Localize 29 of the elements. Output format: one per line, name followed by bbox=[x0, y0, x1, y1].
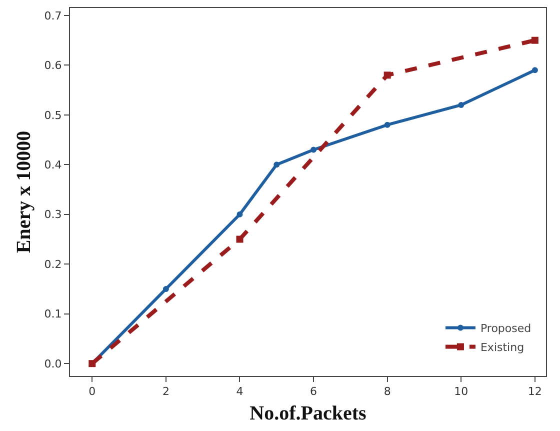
x-tick-label: 12 bbox=[528, 385, 542, 398]
legend-label: Existing bbox=[480, 341, 524, 354]
y-tick-label: 0.4 bbox=[44, 158, 62, 172]
y-axis-title: Enery x 10000 bbox=[12, 130, 35, 254]
y-tick-label: 0.1 bbox=[44, 308, 62, 321]
point bbox=[531, 36, 538, 44]
y-tick-label: 0.5 bbox=[44, 108, 62, 122]
point bbox=[532, 67, 538, 74]
point bbox=[310, 146, 317, 153]
y-tick-label: 0.3 bbox=[44, 208, 62, 222]
legend-label: Proposed bbox=[480, 322, 532, 336]
x-tick-label: 6 bbox=[310, 385, 318, 398]
x-tick-label: 4 bbox=[236, 385, 244, 398]
point bbox=[384, 122, 390, 128]
point bbox=[162, 286, 169, 292]
x-tick-label: 0 bbox=[88, 385, 96, 398]
x-tick-label: 10 bbox=[454, 385, 468, 398]
point bbox=[458, 102, 464, 108]
y-tick-label: 0.2 bbox=[44, 258, 62, 271]
y-tick-label: 0.6 bbox=[44, 59, 62, 72]
x-axis-title: No.of.Packets bbox=[250, 402, 367, 425]
point bbox=[236, 236, 244, 243]
point bbox=[274, 162, 280, 168]
point bbox=[384, 72, 391, 79]
x-tick-label: 8 bbox=[384, 385, 391, 398]
x-tick-label: 2 bbox=[162, 385, 170, 398]
y-tick-label: 0.0 bbox=[44, 357, 62, 370]
y-tick-label: 0.7 bbox=[44, 9, 62, 22]
point bbox=[236, 211, 243, 218]
